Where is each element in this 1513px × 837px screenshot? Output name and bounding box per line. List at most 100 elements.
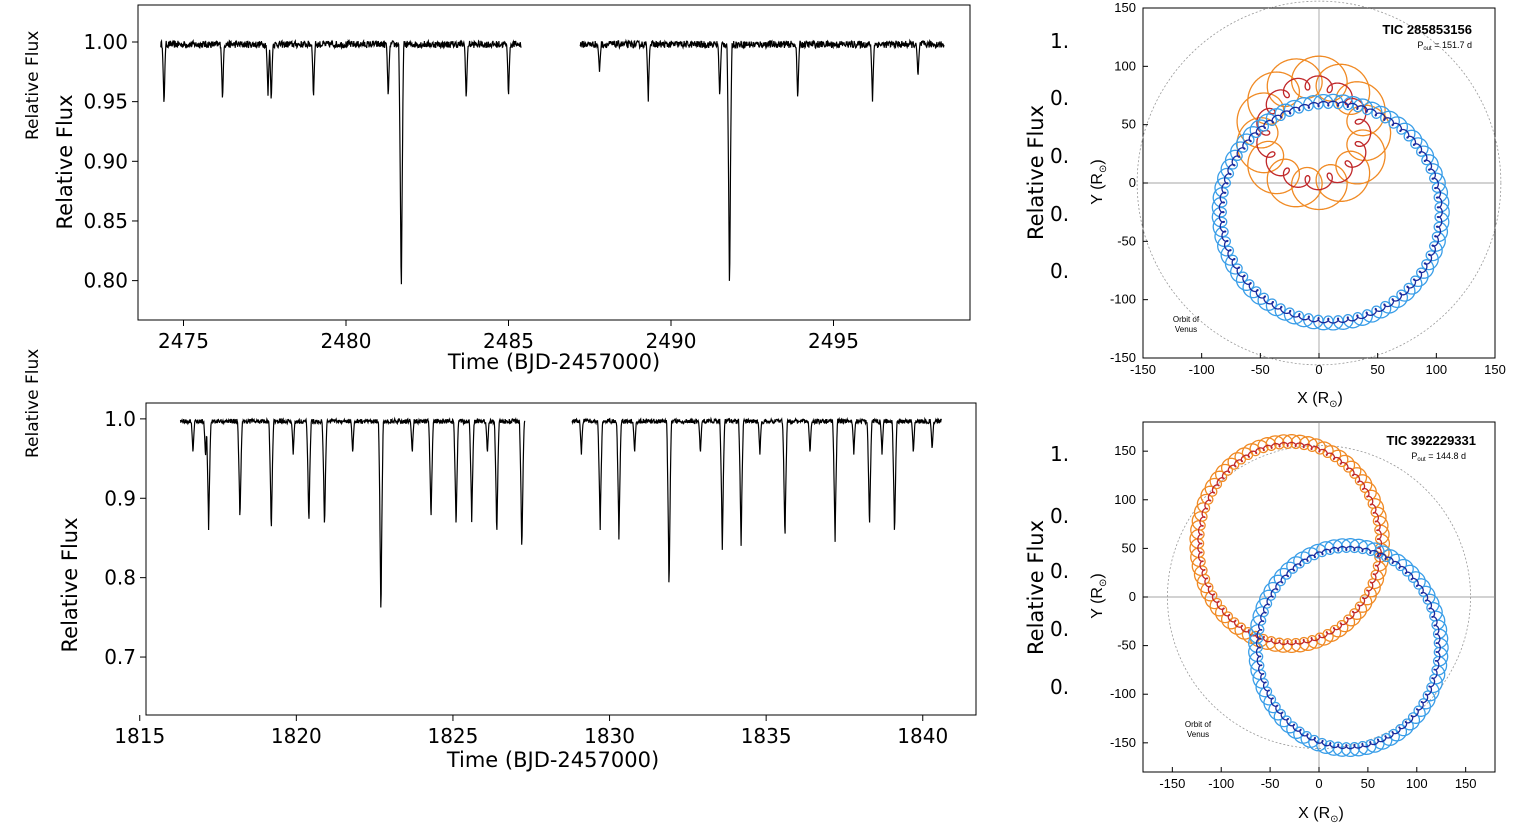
y-tick-label: 50 [1122,540,1136,555]
x-tick-label: -150 [1159,776,1185,791]
x-tick-label: 2490 [646,329,697,353]
orbit-track [1236,55,1392,211]
venus-orbit [1167,445,1471,749]
orbit-track [1218,100,1443,324]
x-tick-label: -150 [1130,362,1156,377]
x-tick-label: 2475 [158,329,209,353]
x-tick-label: 0 [1315,362,1322,377]
orbit-plot-top: TIC 285853156 Pout = 151.7 d Orbit of Ve… [1089,0,1506,410]
light-curve-top: Time (BJD-2457000) Relative Flux 2475 248… [53,4,971,374]
ghost-ylabel-top: Relative Flux [1024,105,1048,240]
ghost-tick-label: 1. [1050,29,1069,53]
x-tick-label: 1820 [271,724,322,748]
left-label-top: Relative Flux [23,31,43,140]
y-axis-label: Relative Flux [58,517,82,652]
flux-series-segment [579,38,945,281]
x-tick-label: 1840 [897,724,948,748]
x-tick-label: -100 [1208,776,1234,791]
plot-frame [137,4,971,321]
orbit-title: TIC 285853156 [1382,22,1472,37]
orbit-track [1248,538,1449,758]
x-axis-label: Time (BJD-2457000) [447,350,660,374]
plot-frame [145,402,977,716]
y-tick-label: -150 [1110,350,1136,365]
orbit-track [1255,545,1441,750]
y-tick-label: 100 [1114,58,1136,73]
y-tick-label: -150 [1110,735,1136,750]
y-tick-label: 0 [1129,175,1136,190]
y-tick-label: 0.80 [83,269,128,293]
y-tick-label: 100 [1114,492,1136,507]
y-tick-label: 0.90 [83,149,128,173]
venus-note-line2: Venus [1175,325,1197,334]
x-tick-label: -50 [1261,776,1280,791]
ghost-tick-label: 0. [1050,86,1069,110]
x-axis-label: X (R⊙) [1297,390,1343,410]
y-axis-label: Relative Flux [53,94,77,229]
ghost-tick-label: 0. [1050,559,1069,583]
x-tick-label: 150 [1484,362,1506,377]
x-tick-label: 2485 [483,329,534,353]
x-tick-label: 50 [1361,776,1375,791]
x-tick-label: 1825 [427,724,478,748]
x-tick-label: 1835 [741,724,792,748]
left-label-middle: Relative Flux [23,349,43,458]
y-axis-label: Y (R⊙) [1089,159,1109,204]
y-tick-label: 50 [1122,117,1136,132]
x-tick-label: 100 [1406,776,1428,791]
ghost-tick-label: 0. [1050,202,1069,226]
x-tick-label: -100 [1189,362,1215,377]
x-tick-label: 1815 [114,724,165,748]
orbit-track [1211,93,1450,331]
x-tick-label: 100 [1425,362,1447,377]
ghost-tick-label: 0. [1050,675,1069,699]
y-tick-label: 0 [1129,589,1136,604]
y-tick-label: 0.85 [83,209,128,233]
period-annotation: Pout = 151.7 d [1417,40,1472,52]
ghost-ylabel-bottom: Relative Flux [1024,520,1048,655]
x-tick-label: -50 [1251,362,1270,377]
ghost-tick-label: 0. [1050,617,1069,641]
y-tick-label: 0.8 [104,566,136,590]
x-axis-label: X (R⊙) [1298,805,1344,825]
venus-note-line1: Orbit of [1185,720,1212,729]
y-tick-label: -100 [1110,686,1136,701]
ghost-ticks-top: 1. 0. 0. 0. 0. [1050,29,1069,283]
y-tick-label: 0.7 [104,645,136,669]
orbit-track [1256,75,1372,191]
x-tick-label: 50 [1370,362,1384,377]
y-tick-label: 0.95 [83,90,128,114]
ghost-tick-label: 0. [1050,259,1069,283]
y-tick-label: -50 [1117,233,1136,248]
ghost-tick-label: 0. [1050,144,1069,168]
x-tick-label: 1830 [584,724,635,748]
x-tick-label: 150 [1455,776,1477,791]
y-axis-label: Y (R⊙) [1089,573,1109,618]
light-curve-bottom: Time (BJD-2457000) Relative Flux 1815 182… [58,402,977,772]
orbit-title: TIC 392229331 [1386,433,1476,448]
y-tick-label: -100 [1110,292,1136,307]
y-tick-label: 150 [1114,443,1136,458]
venus-note-line2: Venus [1187,730,1209,739]
x-tick-label: 2480 [321,329,372,353]
flux-series-segment [571,416,942,583]
y-tick-label: -50 [1117,638,1136,653]
y-tick-label: 0.9 [104,486,136,510]
y-tick-label: 1.0 [104,407,136,431]
flux-series-segment [160,38,522,285]
orbit-plot-bottom: TIC 392229331 Pout = 144.8 d Orbit of Ve… [1089,421,1496,825]
ghost-tick-label: 0. [1050,504,1069,528]
y-tick-label: 150 [1114,0,1136,15]
x-tick-label: 0 [1315,776,1322,791]
venus-orbit [1136,0,1502,366]
x-tick-label: 2495 [808,329,859,353]
ghost-tick-label: 1. [1050,442,1069,466]
ghost-ticks-bottom: 1. 0. 0. 0. 0. [1050,442,1069,699]
orbit-track [1189,434,1391,654]
orbit-track [1197,441,1383,646]
x-axis-label: Time (BJD-2457000) [446,748,659,772]
flux-series-segment [179,416,526,608]
period-annotation: Pout = 144.8 d [1411,451,1466,463]
venus-note-line1: Orbit of [1173,315,1200,324]
